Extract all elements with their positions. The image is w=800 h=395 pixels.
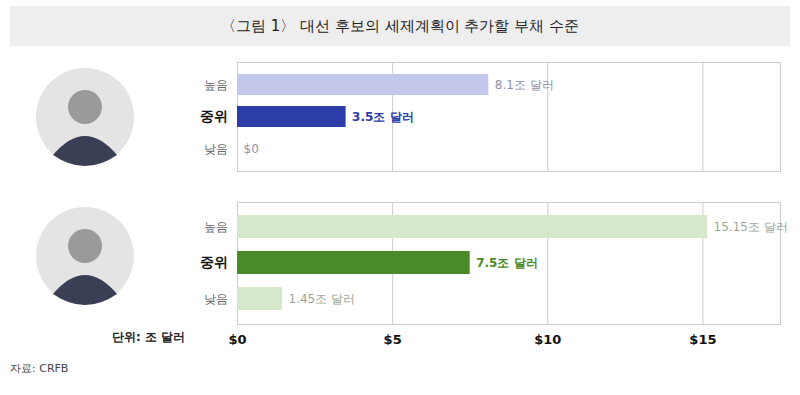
svg-text:높음: 높음 [204,220,228,234]
svg-text:낮음: 낮음 [204,292,228,306]
svg-text:3.5조 달러: 3.5조 달러 [352,110,413,124]
svg-text:$5: $5 [384,332,402,347]
svg-text:7.5조 달러: 7.5조 달러 [476,256,537,270]
svg-text:$0: $0 [228,332,246,347]
svg-text:1.45조 달러: 1.45조 달러 [288,292,355,306]
svg-text:$15: $15 [689,332,716,347]
svg-text:중위: 중위 [200,108,228,124]
svg-text:8.1조 달러: 8.1조 달러 [495,78,554,92]
svg-text:낮음: 낮음 [204,142,228,156]
svg-text:$10: $10 [534,332,561,347]
html-text:자료: CRFB: 자료: CRFB [10,362,69,375]
svg-text:중위: 중위 [200,254,228,270]
html-text:단위: 조 달러: 단위: 조 달러 [112,330,186,344]
svg-text:높음: 높음 [204,78,228,92]
html-text:〈그림 1〉 대선 후보의 세제계획이 추가할 부채 수준: 〈그림 1〉 대선 후보의 세제계획이 추가할 부채 수준 [221,16,579,35]
svg-text:15.15조 달러: 15.15조 달러 [714,220,788,234]
svg-text:$0: $0 [244,142,259,156]
